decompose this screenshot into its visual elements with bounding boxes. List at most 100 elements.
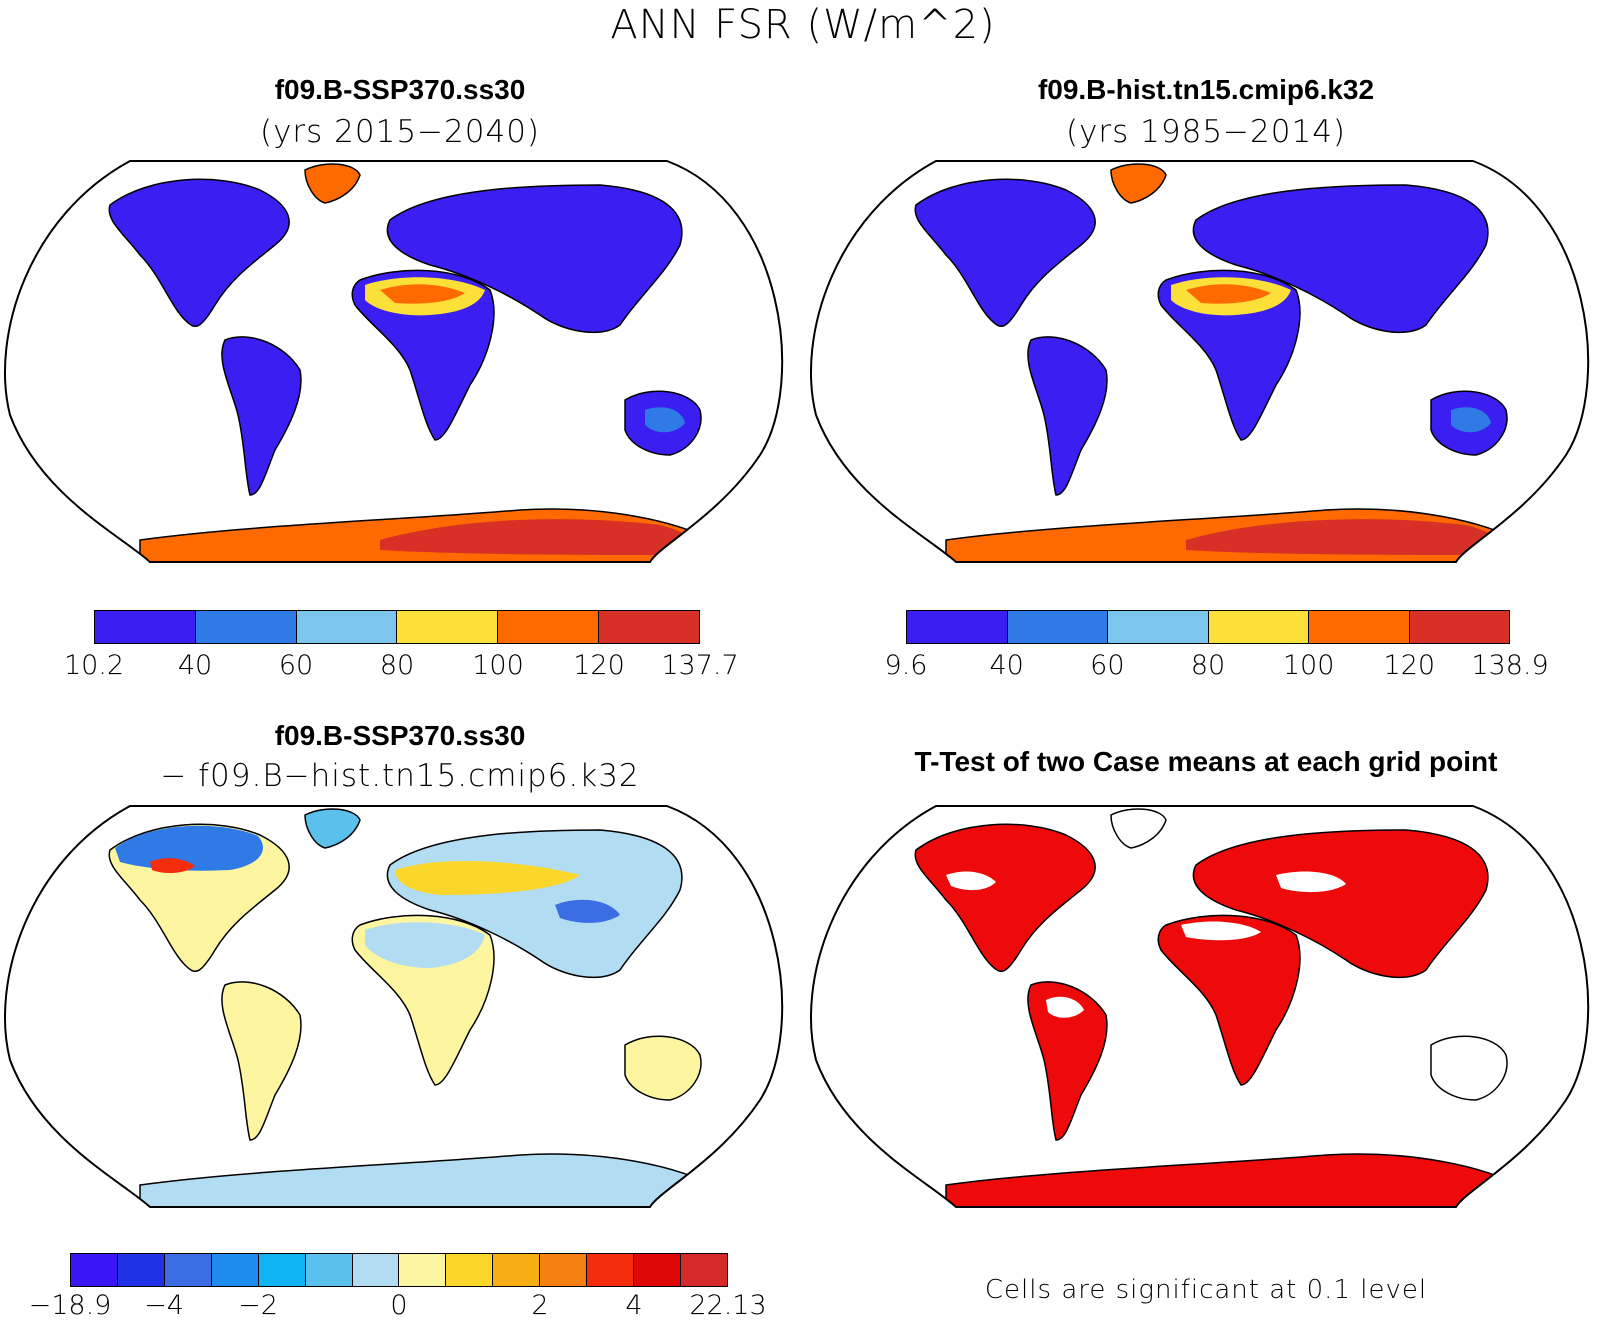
panel-title-top-right: f09.B-hist.tn15.cmip6.k32 — [1037, 74, 1375, 105]
eurasia-gap — [1276, 871, 1346, 893]
colorbar-tick-label: 0 — [390, 1290, 408, 1321]
colorbar-tick-label: 4 — [625, 1290, 643, 1321]
colorbar-swatch — [540, 1254, 588, 1286]
panel-title-bottom-right: T-Test of two Case means at each grid po… — [914, 746, 1498, 777]
colorbar-tick-label: 9.6 — [884, 650, 928, 681]
colorbar-swatch — [399, 1254, 447, 1286]
eurasia-warm-band — [395, 860, 580, 895]
colorbar-tick-label: −2 — [238, 1290, 278, 1321]
australia-interior — [645, 407, 685, 433]
map-bottom-right — [810, 805, 1590, 1208]
figure-title: ANN FSR (W/m^2) — [610, 2, 996, 48]
colorbar-swatch — [1007, 611, 1108, 643]
landmass-australia — [1430, 1035, 1508, 1101]
colorbar-tick-label: 80 — [1190, 650, 1226, 681]
colorbar-ticks-top-left: 10.2 40 60 80 100 120 137.7 — [64, 650, 739, 690]
colorbar-tick-label: 120 — [1383, 650, 1436, 681]
colorbar-swatch — [71, 1254, 118, 1286]
colorbar-swatch — [599, 611, 699, 643]
colorbar-tick-label: 22.13 — [689, 1290, 767, 1321]
sahel-cool — [365, 922, 485, 968]
colorbar-swatch — [1309, 611, 1410, 643]
colorbar-swatch — [296, 611, 398, 643]
panel-subtitle-bottom-left: − f09.B−hist.tn15.cmip6.k32 — [160, 758, 640, 794]
colorbar-swatch — [117, 1254, 165, 1286]
colorbar-swatch — [493, 1254, 541, 1286]
colorbar-tick-label: 120 — [573, 650, 625, 681]
colorbar-ticks-top-right: 9.6 40 60 80 100 120 138.9 — [885, 650, 1549, 690]
colorbar-swatch — [634, 1254, 681, 1286]
north-america-hotspot — [150, 858, 195, 874]
landmass-eurasia — [1192, 184, 1489, 334]
landmass-australia — [624, 1035, 702, 1101]
colorbar-swatches — [94, 610, 700, 644]
colorbar-tick-label: 2 — [531, 1290, 549, 1321]
australia-interior — [1451, 407, 1491, 433]
colorbar-tick-label: 100 — [472, 650, 524, 681]
sahara-gap — [1181, 921, 1261, 941]
landmass-africa — [351, 269, 495, 441]
colorbar-top-right — [906, 610, 1510, 644]
colorbar-swatch — [1208, 611, 1309, 643]
north-america-gap — [946, 871, 996, 891]
landmass-africa — [1157, 269, 1301, 441]
colorbar-tick-label: 60 — [1090, 650, 1125, 681]
map-outline — [810, 160, 1590, 563]
colorbar-swatch — [907, 611, 1008, 643]
colorbar-tick-label: 137.7 — [661, 650, 739, 681]
colorbar-swatch — [352, 1254, 400, 1286]
colorbar-swatch — [587, 1254, 635, 1286]
landmass-north-america — [914, 823, 1096, 972]
landmass-north-america — [914, 178, 1096, 327]
landmass-south-america — [1027, 336, 1108, 496]
colorbar-swatch — [164, 1254, 212, 1286]
colorbar-tick-label: 10.2 — [63, 650, 125, 681]
panel-subtitle-top-left: (yrs 2015−2040) — [259, 114, 541, 150]
landmass-eurasia — [1192, 829, 1489, 979]
landmass-greenland — [304, 808, 361, 849]
colorbar-tick-label: 40 — [989, 650, 1024, 681]
colorbar-swatch — [305, 1254, 353, 1286]
colorbar-tick-label: 40 — [177, 650, 213, 681]
map-outline — [4, 805, 784, 1208]
colorbar-bottom-left — [70, 1253, 728, 1287]
landmass-north-america — [108, 178, 290, 327]
landmass-greenland — [1110, 163, 1167, 204]
map-outline — [810, 805, 1590, 1208]
antarctica-high — [1186, 519, 1500, 555]
colorbar-tick-label: −18.9 — [28, 1290, 112, 1321]
panel-subtitle-top-right: (yrs 1985−2014) — [1065, 114, 1347, 150]
sahara-core — [380, 284, 465, 304]
landmass-greenland — [1110, 808, 1167, 849]
north-america-north — [115, 825, 263, 871]
colorbar-tick-label: 100 — [1282, 650, 1335, 681]
sahara-core — [1186, 284, 1271, 304]
colorbar-swatch — [1108, 611, 1209, 643]
landmass-south-america — [221, 981, 302, 1141]
landmass-greenland — [304, 163, 361, 204]
colorbar-swatch — [95, 611, 196, 643]
colorbar-tick-label: 138.9 — [1471, 650, 1549, 681]
colorbar-ticks-bottom-left: −18.9 −4 −2 0 2 4 22.13 — [29, 1290, 767, 1322]
south-america-gap — [1046, 996, 1084, 1018]
colorbar-swatch — [211, 1254, 259, 1286]
colorbar-swatches — [70, 1253, 728, 1287]
colorbar-swatch — [446, 1254, 494, 1286]
colorbar-tick-label: 60 — [278, 650, 314, 681]
colorbar-swatch — [258, 1254, 306, 1286]
map-top-right — [810, 160, 1590, 563]
colorbar-swatch — [397, 611, 499, 643]
panel-title-bottom-left: f09.B-SSP370.ss30 — [274, 720, 526, 751]
colorbar-top-left — [94, 610, 700, 644]
map-top-left — [4, 160, 784, 563]
tibet-cool — [555, 899, 620, 923]
landmass-africa — [1157, 914, 1301, 1086]
landmass-south-america — [221, 336, 302, 496]
colorbar-swatches — [906, 610, 1510, 644]
colorbar-tick-label: 80 — [379, 650, 415, 681]
panel-title-top-left: f09.B-SSP370.ss30 — [274, 74, 526, 105]
antarctica-high — [380, 519, 694, 555]
landmass-south-america — [1027, 981, 1108, 1141]
map-outline — [4, 160, 784, 563]
colorbar-tick-label: −4 — [144, 1290, 184, 1321]
